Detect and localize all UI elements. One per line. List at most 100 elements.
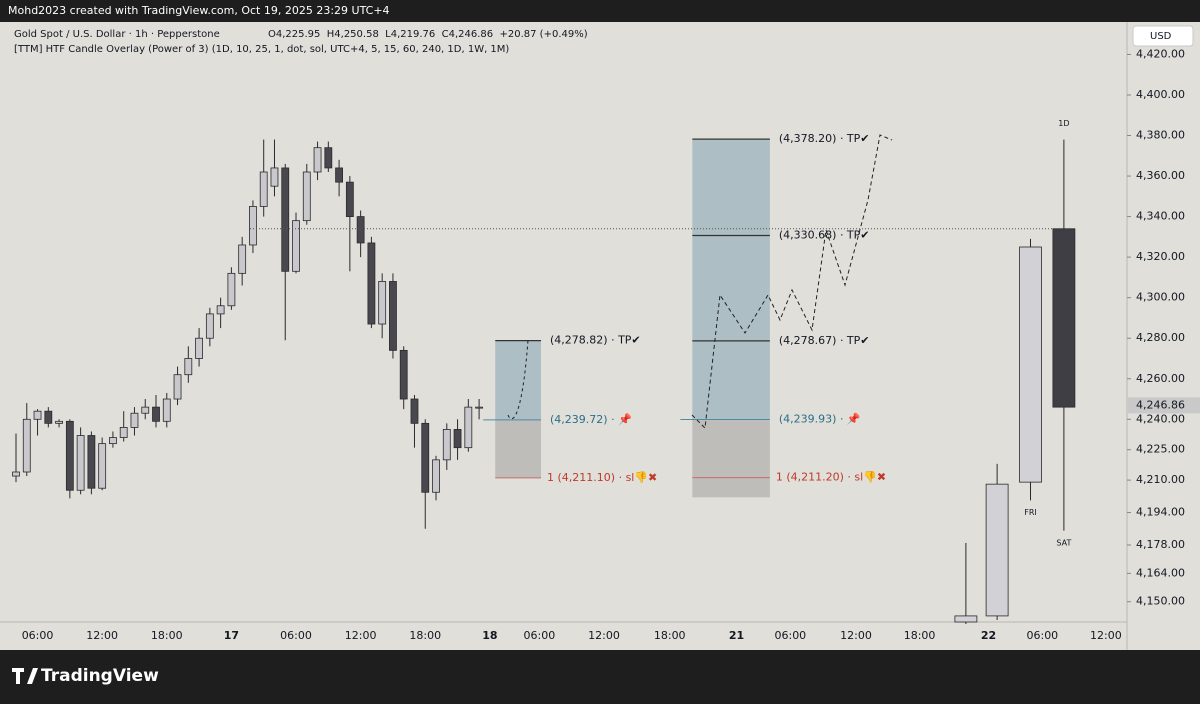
candle-body [22, 418, 31, 473]
y-tick-label: 4,225.00 [1136, 443, 1185, 456]
y-tick-label: 4,194.00 [1136, 506, 1185, 519]
candle-body [292, 220, 300, 272]
x-tick-label: 18:00 [904, 629, 936, 642]
y-tick-label: 4,150.00 [1136, 595, 1185, 608]
candle-body [367, 242, 376, 325]
loss-zone [495, 419, 542, 478]
currency[interactable]: USD [1150, 31, 1172, 42]
y-tick-label: 4,210.00 [1136, 473, 1185, 486]
brand: TradingView [41, 666, 159, 686]
entry-label: (4,239.72) · 📌 [550, 412, 632, 426]
x-tick-label: 18:00 [409, 629, 441, 642]
candle-body [475, 406, 483, 409]
candle-body [302, 171, 311, 222]
candle-body [356, 216, 365, 244]
candle-body [141, 406, 150, 414]
currency-button[interactable] [1132, 25, 1194, 47]
last-price-tag [1128, 397, 1200, 414]
symbol-line: Gold Spot / U.S. Dollar · 1h · Peppersto… [14, 29, 220, 40]
x-tick-label: 17 [224, 629, 239, 642]
y-tick-label: 4,300.00 [1136, 291, 1185, 304]
candle-body [12, 471, 20, 477]
projection-path [507, 339, 529, 420]
candle-body [410, 398, 419, 424]
candle-body [453, 429, 462, 449]
stop-label: 1 (4,211.10) · sl👎✖ [547, 471, 657, 484]
ohlc-line: O4,225.95 H4,250.58 L4,219.76 C4,246.86 … [268, 29, 588, 40]
candle-body [44, 410, 53, 424]
candle-body [76, 435, 85, 491]
x-tick-label: 06:00 [524, 629, 556, 642]
candle-body [378, 281, 387, 325]
x-tick-label: 12:00 [588, 629, 620, 642]
candle-body [216, 305, 225, 315]
footer [0, 650, 1200, 700]
candle-body [109, 437, 117, 445]
candle-body [324, 147, 333, 169]
y-tick-label: 4,178.00 [1136, 538, 1185, 551]
candle-body [389, 281, 397, 351]
entry-label: (4,239.93) · 📌 [779, 411, 861, 425]
x-tick-label: 22 [981, 629, 996, 642]
candle-body [421, 422, 430, 493]
candle-body [399, 349, 408, 400]
target-label: (4,330.68) · TP✔ [779, 228, 870, 241]
x-tick-label: 06:00 [280, 629, 312, 642]
y-tick-label: 4,340.00 [1136, 210, 1185, 223]
attribution: Mohd2023 created with TradingView.com, O… [8, 4, 390, 17]
candle-body [335, 167, 343, 183]
x-tick-label: 12:00 [345, 629, 377, 642]
htf-candle-body [954, 615, 978, 623]
x-tick-label: 18 [482, 629, 497, 642]
loss-zone [692, 419, 770, 498]
profit-zone [692, 139, 770, 420]
y-tick-label: 4,380.00 [1136, 129, 1185, 142]
y-tick-label: 4,280.00 [1136, 331, 1185, 344]
candle-body [281, 167, 290, 272]
candle-body [345, 181, 354, 217]
candle-body [98, 443, 107, 489]
candle-body [173, 374, 182, 400]
htf-label: FRI [1024, 508, 1037, 517]
htf-candle-body [985, 483, 1009, 617]
candle-body [432, 459, 440, 493]
indicator-line: [TTM] HTF Candle Overlay (Power of 3) (1… [14, 44, 509, 55]
candle-body [130, 412, 139, 428]
candle-body [249, 206, 257, 246]
candle-body [205, 313, 214, 339]
candle-body [313, 147, 322, 173]
target-label: (4,378.20) · TP✔ [779, 132, 870, 145]
x-tick-label: 12:00 [1090, 629, 1122, 642]
candle-body [238, 244, 247, 274]
x-tick-label: 06:00 [774, 629, 806, 642]
candle-body [87, 435, 96, 489]
candle-body [65, 420, 74, 491]
htf-candle-body [1019, 246, 1042, 483]
candle-body [195, 337, 203, 359]
x-tick-label: 12:00 [840, 629, 872, 642]
x-tick-label: 06:00 [22, 629, 54, 642]
profit-zone [495, 340, 542, 420]
brand-logo [12, 668, 38, 684]
y-tick-label: 4,420.00 [1136, 47, 1185, 60]
candle-body [442, 429, 451, 461]
y-tick-label: 4,164.00 [1136, 566, 1185, 579]
projection-path [691, 134, 893, 430]
y-tick-label: 4,400.00 [1136, 88, 1185, 101]
x-tick-label: 18:00 [654, 629, 686, 642]
last-price-label: 4,246.86 [1136, 398, 1185, 411]
y-tick-label: 4,260.00 [1136, 372, 1185, 385]
stop-label: 1 (4,211.20) · sl👎✖ [776, 471, 886, 484]
candle-body [464, 406, 473, 449]
x-tick-label: 06:00 [1026, 629, 1058, 642]
candle-body [162, 398, 171, 422]
target-label: (4,278.67) · TP✔ [779, 334, 870, 347]
y-tick-label: 4,320.00 [1136, 250, 1185, 263]
top-bar [0, 0, 1200, 22]
x-tick-label: 21 [729, 629, 744, 642]
x-tick-label: 12:00 [86, 629, 118, 642]
htf-label: 1D [1058, 119, 1069, 128]
y-tick-label: 4,240.00 [1136, 412, 1185, 425]
